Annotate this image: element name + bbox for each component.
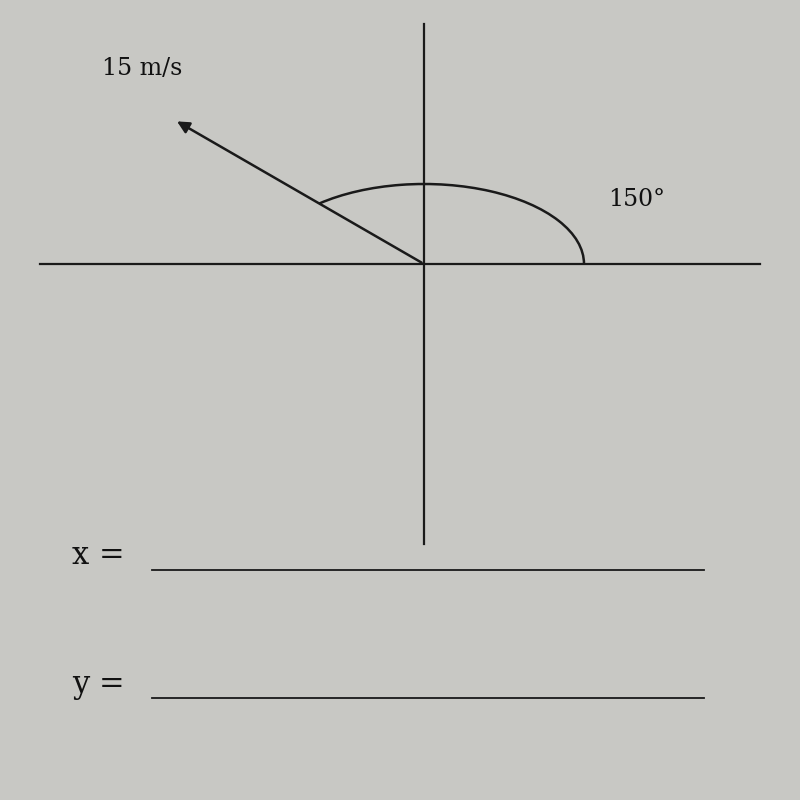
- Text: 150°: 150°: [608, 189, 665, 211]
- Text: 15 m/s: 15 m/s: [102, 57, 182, 80]
- Text: x =: x =: [72, 541, 125, 571]
- Text: y =: y =: [72, 669, 125, 699]
